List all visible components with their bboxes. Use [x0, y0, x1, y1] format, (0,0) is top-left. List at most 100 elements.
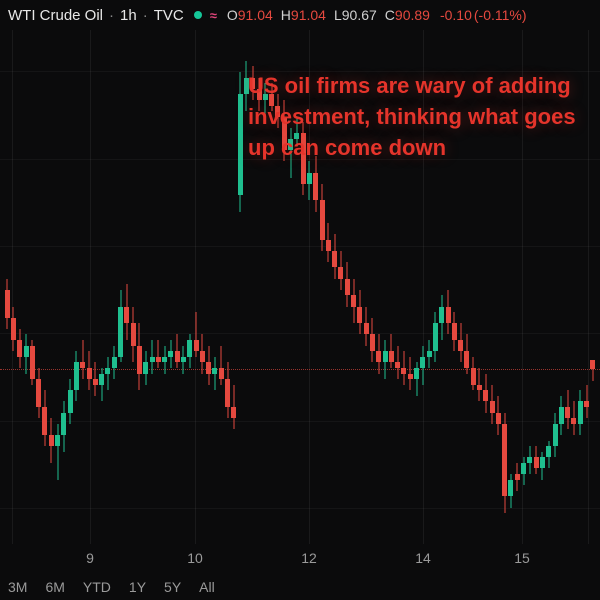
candlestick-bar[interactable] — [313, 30, 318, 544]
candlestick-bar[interactable] — [263, 30, 268, 544]
candlestick-bar[interactable] — [559, 30, 564, 544]
candlestick-bar[interactable] — [187, 30, 192, 544]
candlestick-bar[interactable] — [515, 30, 520, 544]
candlestick-bar[interactable] — [194, 30, 199, 544]
candlestick-bar[interactable] — [17, 30, 22, 544]
candlestick-bar[interactable] — [527, 30, 532, 544]
candlestick-bar[interactable] — [275, 30, 280, 544]
candlestick-bar[interactable] — [74, 30, 79, 544]
candlestick-bar[interactable] — [118, 30, 123, 544]
candlestick-bar[interactable] — [61, 30, 66, 544]
candlestick-bar[interactable] — [376, 30, 381, 544]
candlestick-bar[interactable] — [68, 30, 73, 544]
candlestick-bar[interactable] — [250, 30, 255, 544]
candlestick-bar[interactable] — [452, 30, 457, 544]
candlestick-bar[interactable] — [244, 30, 249, 544]
timeframe-option-ytd[interactable]: YTD — [83, 579, 111, 595]
candlestick-bar[interactable] — [288, 30, 293, 544]
candlestick-bar[interactable] — [124, 30, 129, 544]
candlestick-bar[interactable] — [477, 30, 482, 544]
volatility-icon[interactable]: ≈ — [210, 8, 217, 23]
candlestick-bar[interactable] — [36, 30, 41, 544]
candlestick-bar[interactable] — [345, 30, 350, 544]
candlestick-bar[interactable] — [439, 30, 444, 544]
candlestick-bar[interactable] — [351, 30, 356, 544]
candlestick-bar[interactable] — [370, 30, 375, 544]
candlestick-bar[interactable] — [282, 30, 287, 544]
candlestick-bar[interactable] — [571, 30, 576, 544]
candlestick-bar[interactable] — [320, 30, 325, 544]
candlestick-bar[interactable] — [162, 30, 167, 544]
data-source-label[interactable]: TVC — [154, 7, 184, 24]
candlestick-bar[interactable] — [553, 30, 558, 544]
candlestick-bar[interactable] — [112, 30, 117, 544]
candlestick-bar[interactable] — [175, 30, 180, 544]
candlestick-bar[interactable] — [181, 30, 186, 544]
candlestick-bar[interactable] — [471, 30, 476, 544]
candlestick-bar[interactable] — [332, 30, 337, 544]
candlestick-bar[interactable] — [11, 30, 16, 544]
timeframe-option-5y[interactable]: 5Y — [164, 579, 181, 595]
candlestick-bar[interactable] — [420, 30, 425, 544]
candlestick-bar[interactable] — [5, 30, 10, 544]
timeframe-option-6m[interactable]: 6M — [45, 579, 64, 595]
candlestick-bar[interactable] — [225, 30, 230, 544]
candlestick-bar[interactable] — [502, 30, 507, 544]
candlestick-bar[interactable] — [219, 30, 224, 544]
candlestick-bar[interactable] — [389, 30, 394, 544]
candlestick-bar[interactable] — [427, 30, 432, 544]
candlestick-bar[interactable] — [508, 30, 513, 544]
candlestick-bar[interactable] — [565, 30, 570, 544]
candlestick-bar[interactable] — [200, 30, 205, 544]
candlestick-bar[interactable] — [446, 30, 451, 544]
candlestick-bar[interactable] — [326, 30, 331, 544]
candlestick-bar[interactable] — [131, 30, 136, 544]
candlestick-bar[interactable] — [357, 30, 362, 544]
candlestick-bar[interactable] — [534, 30, 539, 544]
candlestick-chart[interactable]: US oil firms are wary of adding investme… — [0, 30, 600, 544]
candlestick-bar[interactable] — [490, 30, 495, 544]
timeframe-label[interactable]: 1h — [120, 7, 137, 24]
candlestick-bar[interactable] — [42, 30, 47, 544]
candlestick-bar[interactable] — [294, 30, 299, 544]
candlestick-bar[interactable] — [212, 30, 217, 544]
candlestick-bar[interactable] — [24, 30, 29, 544]
candlestick-bar[interactable] — [80, 30, 85, 544]
candlestick-bar[interactable] — [414, 30, 419, 544]
candlestick-bar[interactable] — [338, 30, 343, 544]
candlestick-bar[interactable] — [301, 30, 306, 544]
timeframe-option-3m[interactable]: 3M — [8, 579, 27, 595]
candlestick-bar[interactable] — [137, 30, 142, 544]
candlestick-bar[interactable] — [231, 30, 236, 544]
candlestick-bar[interactable] — [30, 30, 35, 544]
candlestick-bar[interactable] — [364, 30, 369, 544]
candlestick-bar[interactable] — [458, 30, 463, 544]
candlestick-bar[interactable] — [584, 30, 589, 544]
candlestick-bar[interactable] — [401, 30, 406, 544]
candlestick-series[interactable] — [0, 30, 600, 544]
candlestick-bar[interactable] — [464, 30, 469, 544]
candlestick-bar[interactable] — [307, 30, 312, 544]
candlestick-bar[interactable] — [496, 30, 501, 544]
candlestick-bar[interactable] — [590, 30, 595, 544]
candlestick-bar[interactable] — [578, 30, 583, 544]
candlestick-bar[interactable] — [93, 30, 98, 544]
timeframe-option-all[interactable]: All — [199, 579, 215, 595]
candlestick-bar[interactable] — [408, 30, 413, 544]
candlestick-bar[interactable] — [433, 30, 438, 544]
candlestick-bar[interactable] — [383, 30, 388, 544]
candlestick-bar[interactable] — [546, 30, 551, 544]
candlestick-bar[interactable] — [238, 30, 243, 544]
candlestick-bar[interactable] — [49, 30, 54, 544]
candlestick-bar[interactable] — [257, 30, 262, 544]
timeframe-option-1y[interactable]: 1Y — [129, 579, 146, 595]
candlestick-bar[interactable] — [540, 30, 545, 544]
candlestick-bar[interactable] — [206, 30, 211, 544]
candlestick-bar[interactable] — [269, 30, 274, 544]
candlestick-bar[interactable] — [521, 30, 526, 544]
candlestick-bar[interactable] — [483, 30, 488, 544]
candlestick-bar[interactable] — [87, 30, 92, 544]
candlestick-bar[interactable] — [99, 30, 104, 544]
candlestick-bar[interactable] — [150, 30, 155, 544]
candlestick-bar[interactable] — [156, 30, 161, 544]
